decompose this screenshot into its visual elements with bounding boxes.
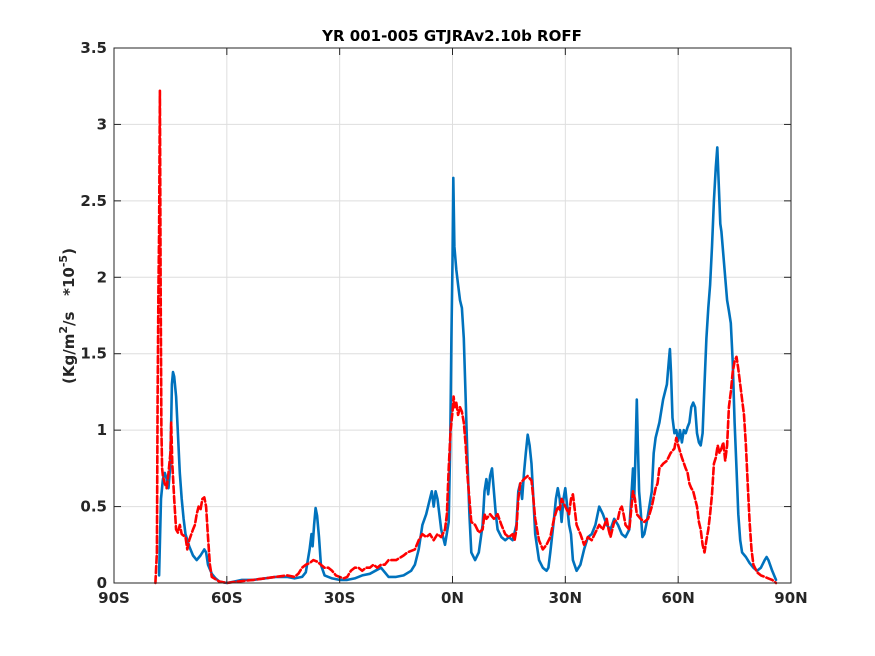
chart-title: YR 001-005 GTJRAv2.10b ROFF xyxy=(321,27,582,45)
y-tick-label: 0 xyxy=(97,574,107,592)
red-dashed-series-line xyxy=(154,89,778,585)
y-tick-label: 2 xyxy=(97,268,107,286)
x-tick-label: 0N xyxy=(441,589,464,607)
x-tick-label: 90N xyxy=(774,589,807,607)
y-label-scale-power: -5 xyxy=(57,255,70,267)
y-tick-label: 1.5 xyxy=(80,345,107,363)
y-tick-label: 3.5 xyxy=(80,39,107,57)
x-tick-label: 30S xyxy=(324,589,356,607)
axis-ticks xyxy=(113,47,792,584)
y-tick-labels: 0 0.5 1 1.5 2 2.5 3 3.5 xyxy=(80,39,107,592)
x-tick-labels: 90S 60S 30S 0N 30N 60N 90N xyxy=(98,589,808,607)
y-label-unit-close: ) xyxy=(60,248,78,255)
plot-series xyxy=(154,89,778,585)
y-label-unit-power: 2 xyxy=(57,326,70,334)
y-tick-label: 0.5 xyxy=(80,498,107,516)
x-tick-label: 30N xyxy=(549,589,582,607)
y-label-unit-mid: /s *10 xyxy=(60,267,78,326)
x-tick-label: 90S xyxy=(98,589,130,607)
blue-solid-series-line xyxy=(157,146,778,585)
y-tick-label: 1 xyxy=(97,421,107,439)
y-axis-label: (Kg/m2/s *10-5) xyxy=(57,248,78,384)
x-tick-label: 60S xyxy=(211,589,243,607)
y-tick-label: 2.5 xyxy=(80,192,107,210)
y-label-unit-open: (Kg/m xyxy=(60,334,78,384)
y-tick-label: 3 xyxy=(97,115,107,133)
x-tick-label: 60N xyxy=(661,589,694,607)
